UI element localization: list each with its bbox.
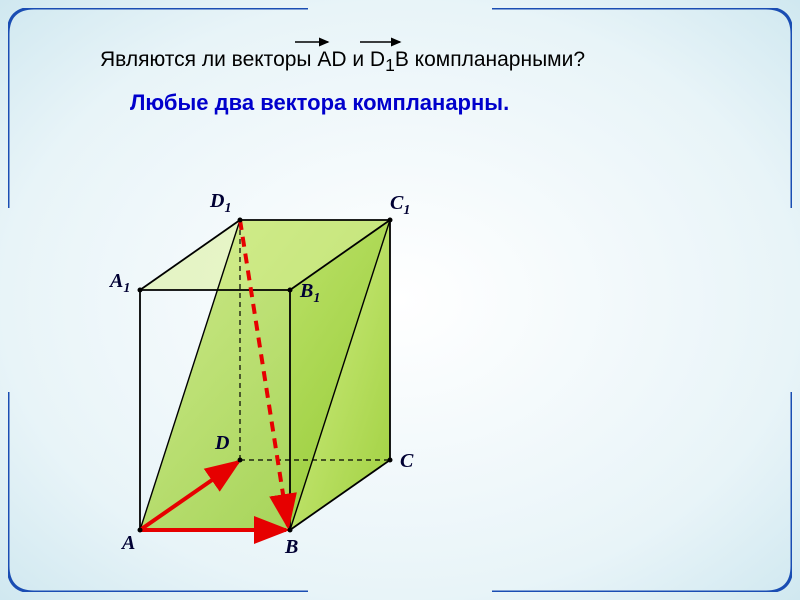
label-C: C — [400, 450, 413, 473]
label-C1: C1 — [390, 192, 410, 219]
question-part1: Являются ли векторы AD и D — [100, 48, 385, 71]
label-A1: A1 — [110, 270, 130, 297]
label-B1: B1 — [300, 280, 320, 307]
label-A: A — [122, 532, 135, 555]
label-D1: D1 — [210, 190, 231, 217]
cube-diagram: A B C D A1 B1 C1 D1 — [80, 160, 460, 580]
answer-text: Любые два вектора компланарны. — [130, 90, 509, 116]
question-sub: 1 — [385, 55, 395, 75]
question-text: Являются ли векторы AD и D1B компланарны… — [100, 48, 585, 76]
label-B: B — [285, 536, 298, 559]
question-part2: B компланарными? — [395, 48, 585, 71]
label-D: D — [215, 432, 229, 455]
